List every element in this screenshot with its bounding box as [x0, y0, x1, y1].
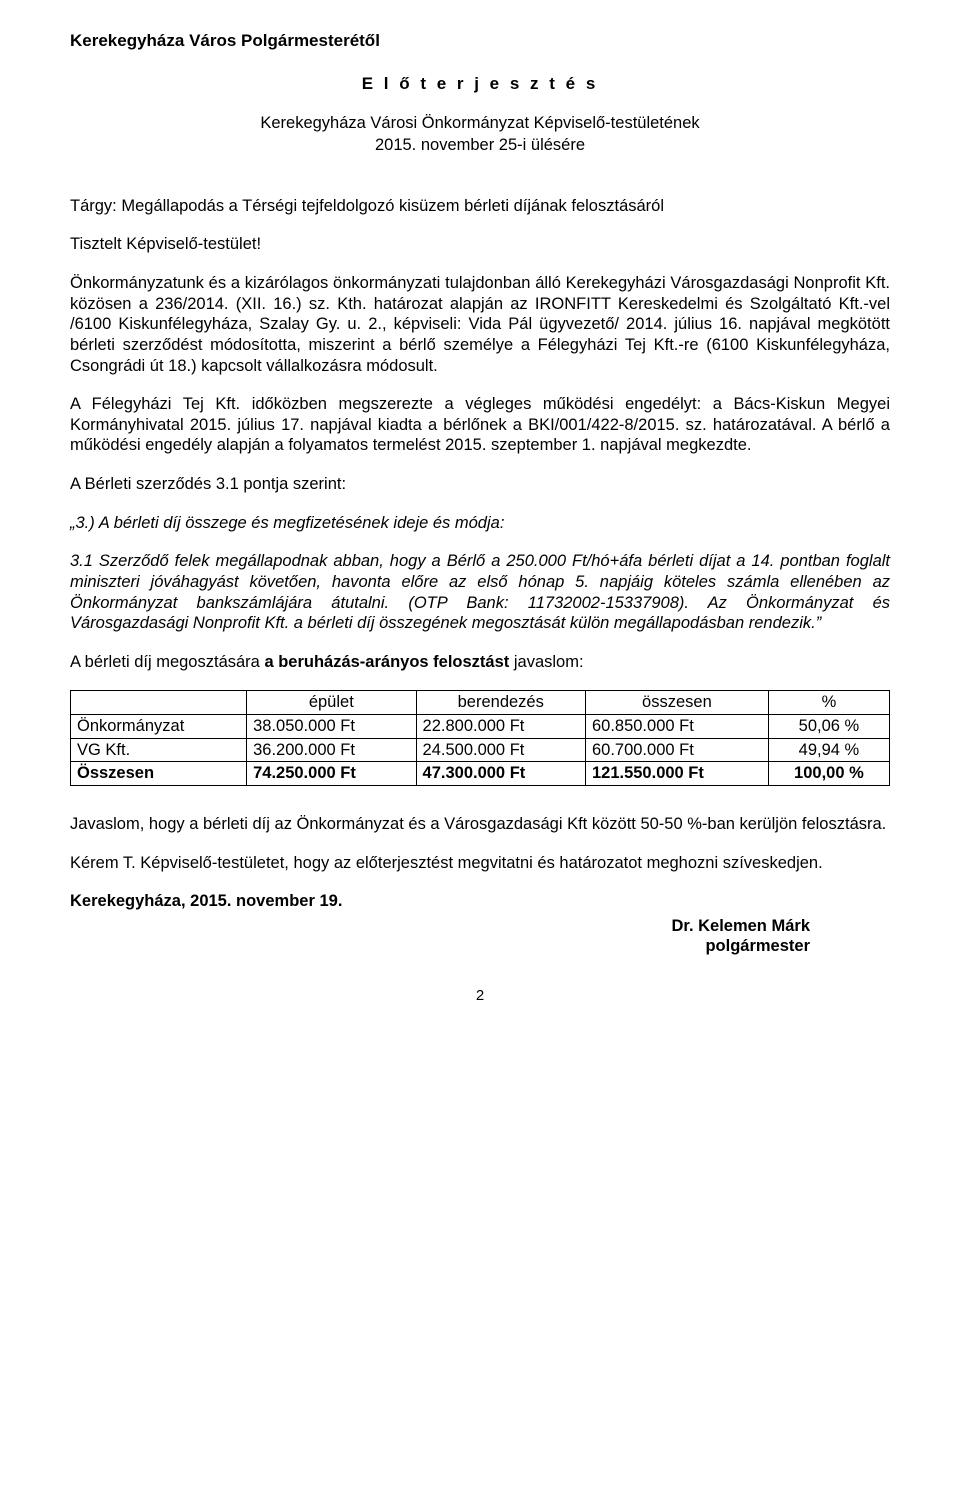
document-page: Kerekegyháza Város Polgármesterétől E l … [0, 0, 960, 1036]
quote-title: „3.) A bérleti díj összege és megfizetés… [70, 513, 890, 534]
cell: 74.250.000 Ft [247, 762, 416, 786]
cell: 36.200.000 Ft [247, 738, 416, 762]
cell: 38.050.000 Ft [247, 715, 416, 739]
th-osszesen: összesen [585, 691, 768, 715]
dist-pre: A bérleti díj megosztására [70, 653, 264, 671]
cell: 50,06 % [768, 715, 889, 739]
table-total-row: Összesen 74.250.000 Ft 47.300.000 Ft 121… [71, 762, 890, 786]
cell: 60.850.000 Ft [585, 715, 768, 739]
cell: 47.300.000 Ft [416, 762, 585, 786]
signature-block: Dr. Kelemen Márk polgármester [70, 916, 810, 957]
th-epulet: épület [247, 691, 416, 715]
allocation-table: épület berendezés összesen % Önkormányza… [70, 690, 890, 786]
subject-line: Tárgy: Megállapodás a Térségi tejfeldolg… [70, 196, 890, 217]
from-line: Kerekegyháza Város Polgármesterétől [70, 30, 890, 51]
body-paragraph-2: A Félegyházi Tej Kft. időközben megszere… [70, 394, 890, 456]
body-paragraph-5: Kérem T. Képviselő-testületet, hogy az e… [70, 853, 890, 874]
cell: VG Kft. [71, 738, 247, 762]
body-paragraph-1: Önkormányzatunk és a kizárólagos önkormá… [70, 273, 890, 376]
salutation: Tisztelt Képviselő-testület! [70, 234, 890, 255]
dist-bold: a beruházás-arányos felosztást [264, 653, 509, 671]
cell: Összesen [71, 762, 247, 786]
to-line-2: 2015. november 25-i ülésére [70, 135, 890, 156]
body-paragraph-4: Javaslom, hogy a bérleti díj az Önkormán… [70, 814, 890, 835]
cell: 49,94 % [768, 738, 889, 762]
doc-type: E l ő t e r j e s z t é s [70, 73, 890, 94]
signature-name: Dr. Kelemen Márk [70, 916, 810, 937]
page-number: 2 [70, 987, 890, 1006]
cell: 100,00 % [768, 762, 889, 786]
table-row: VG Kft. 36.200.000 Ft 24.500.000 Ft 60.7… [71, 738, 890, 762]
table-row: Önkormányzat 38.050.000 Ft 22.800.000 Ft… [71, 715, 890, 739]
th-pct: % [768, 691, 889, 715]
body-paragraph-3: A Bérleti szerződés 3.1 pontja szerint: [70, 474, 890, 495]
th-empty [71, 691, 247, 715]
distribution-label: A bérleti díj megosztására a beruházás-a… [70, 652, 890, 673]
cell: 24.500.000 Ft [416, 738, 585, 762]
signature-role: polgármester [70, 936, 810, 957]
cell: 22.800.000 Ft [416, 715, 585, 739]
th-berendezes: berendezés [416, 691, 585, 715]
cell: 121.550.000 Ft [585, 762, 768, 786]
date-place: Kerekegyháza, 2015. november 19. [70, 891, 890, 912]
to-line-1: Kerekegyháza Városi Önkormányzat Képvise… [70, 113, 890, 134]
table-header-row: épület berendezés összesen % [71, 691, 890, 715]
quote-body: 3.1 Szerződő felek megállapodnak abban, … [70, 551, 890, 634]
dist-post: javaslom: [509, 653, 583, 671]
cell: Önkormányzat [71, 715, 247, 739]
cell: 60.700.000 Ft [585, 738, 768, 762]
